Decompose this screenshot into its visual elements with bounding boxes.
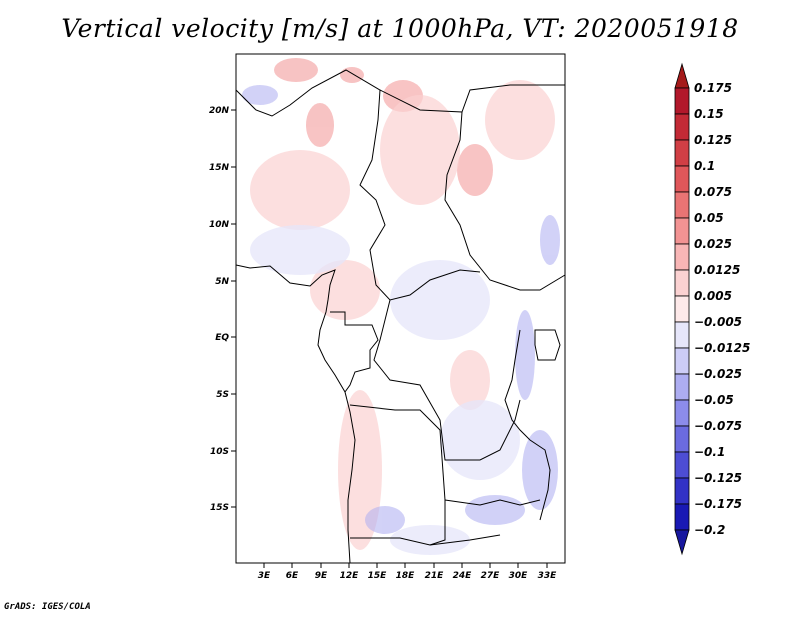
- lon-label: 9E: [315, 571, 328, 581]
- lat-tick: 10S: [210, 447, 236, 457]
- lon-label: 6E: [286, 571, 299, 581]
- downdraft-light: [250, 225, 520, 555]
- border-gabon: [330, 311, 379, 393]
- lat-label: 15S: [210, 503, 229, 513]
- lon-tick: 12E: [340, 563, 360, 581]
- lon-tick: 6E: [286, 563, 299, 581]
- border-central: [359, 89, 481, 301]
- colorbar-bottom-arrow: [674, 529, 690, 556]
- colorbar-segment: [674, 295, 690, 323]
- lon-tick: 21E: [425, 563, 445, 581]
- colorbar-label: 0.005: [694, 289, 732, 303]
- colorbar-label: −0.175: [694, 497, 742, 511]
- border-north: [235, 69, 566, 291]
- colorbar-label: 0.075: [694, 185, 732, 199]
- colorbar-label: −0.1: [694, 445, 725, 459]
- lat-tick: 20N: [209, 106, 236, 116]
- colorbar-label: −0.05: [694, 393, 734, 407]
- footer-credit: GrADS: IGES/COLA: [4, 602, 91, 612]
- lon-tick: 30E: [509, 563, 529, 581]
- lon-label: 12E: [340, 571, 360, 581]
- colorbar-segment: [674, 139, 690, 167]
- colorbar-segment: [674, 347, 690, 375]
- border-south: [350, 534, 501, 546]
- lon-tick: 33E: [538, 563, 558, 581]
- lat-tick: 15N: [209, 163, 236, 173]
- lat-axis: 20N 15N 10N 5N EQ 5S 10S 15S: [209, 106, 236, 513]
- updraft-patches: [274, 58, 493, 196]
- lat-label: 10N: [209, 220, 230, 230]
- coastline: [235, 264, 356, 564]
- lon-tick: 15E: [368, 563, 388, 581]
- lat-label: 10S: [210, 447, 229, 457]
- border-angola: [349, 404, 446, 546]
- lon-label: 15E: [368, 571, 388, 581]
- lat-label: 15N: [209, 163, 230, 173]
- colorbar-segment: [674, 399, 690, 427]
- lat-tick: 10N: [209, 220, 236, 230]
- colorbar-label: 0.175: [694, 81, 732, 95]
- lon-label: 30E: [509, 571, 529, 581]
- lat-tick: EQ: [215, 333, 236, 343]
- lon-tick: 3E: [258, 563, 271, 581]
- lon-tick: 9E: [315, 563, 328, 581]
- lat-tick: 15S: [210, 503, 236, 513]
- colorbar-segment: [674, 243, 690, 271]
- lon-label: 24E: [453, 571, 473, 581]
- colorbar-segment: [674, 269, 690, 297]
- colorbar-label: −0.125: [694, 471, 742, 485]
- colorbar-segment: [674, 425, 690, 453]
- colorbar-label: −0.2: [694, 523, 725, 537]
- colorbar-label: −0.075: [694, 419, 742, 433]
- colorbar-top-arrow: [674, 62, 690, 89]
- border-drc: [373, 299, 521, 461]
- colorbar-segment: [674, 503, 690, 531]
- lat-label: 5S: [216, 390, 229, 400]
- lake-victoria: [534, 329, 561, 361]
- lat-tick: 5N: [215, 277, 236, 287]
- lon-tick: 18E: [396, 563, 416, 581]
- colorbar-label: −0.025: [694, 367, 742, 381]
- colorbar: 0.175 0.15 0.125 0.1 0.075 0.05 0.025 0.0125 0.0…: [674, 62, 750, 556]
- colorbar-label: 0.15: [694, 107, 724, 121]
- lat-tick: 5S: [216, 390, 236, 400]
- lon-tick: 24E: [453, 563, 473, 581]
- colorbar-segment: [674, 373, 690, 401]
- lon-label: 27E: [481, 571, 501, 581]
- lon-axis: 3E 6E 9E 12E 15E 18E 21E 24E 27E 30E 33E: [258, 563, 557, 581]
- colorbar-label: 0.0125: [694, 263, 740, 277]
- map-frame: [235, 53, 566, 564]
- colorbar-segment: [674, 321, 690, 349]
- lon-label: 33E: [538, 571, 558, 581]
- border-zambia: [444, 499, 541, 506]
- lon-label: 3E: [258, 571, 271, 581]
- colorbar-label: −0.005: [694, 315, 742, 329]
- chart-title: Vertical velocity [m/s] at 1000hPa, VT: …: [61, 14, 739, 43]
- colorbar-segment: [674, 451, 690, 479]
- updraft-light: [250, 80, 555, 550]
- colorbar-segment: [674, 113, 690, 141]
- lat-label: 5N: [215, 277, 229, 287]
- lat-label: EQ: [215, 333, 229, 343]
- colorbar-label: 0.1: [694, 159, 715, 173]
- colorbar-segment: [674, 217, 690, 245]
- colorbar-segment: [674, 165, 690, 193]
- great-lakes: [504, 329, 551, 521]
- velocity-field: [242, 58, 560, 555]
- colorbar-label: 0.025: [694, 237, 732, 251]
- colorbar-label: 0.125: [694, 133, 732, 147]
- boundaries: [235, 69, 566, 564]
- colorbar-segment: [674, 87, 690, 115]
- colorbar-label: 0.05: [694, 211, 724, 225]
- border-chad: [461, 84, 565, 113]
- lon-tick: 27E: [481, 563, 501, 581]
- colorbar-label: −0.0125: [694, 341, 750, 355]
- lon-label: 21E: [425, 571, 445, 581]
- colorbar-segment: [674, 477, 690, 505]
- colorbar-segment: [674, 191, 690, 219]
- lat-label: 20N: [209, 106, 230, 116]
- lon-label: 18E: [396, 571, 416, 581]
